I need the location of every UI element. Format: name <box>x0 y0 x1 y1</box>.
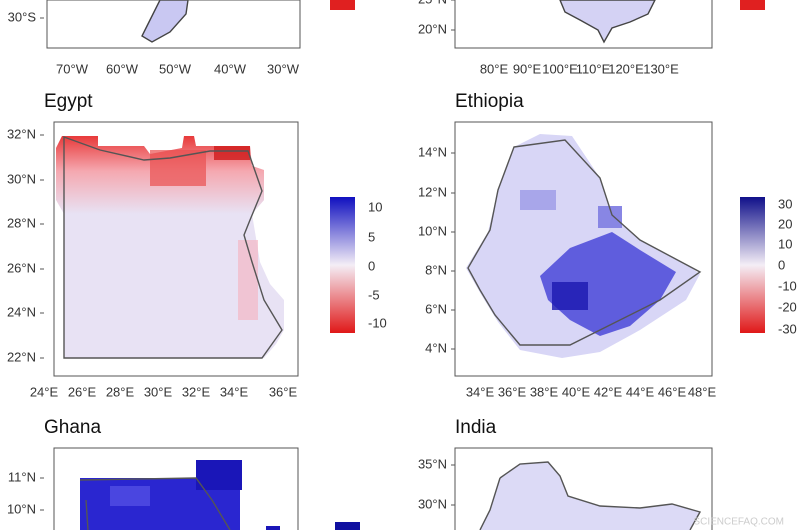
y-tick-label: 32°N <box>7 126 36 141</box>
y-tick-label: 6°N <box>425 301 447 316</box>
colorbar-label: 20 <box>778 216 792 231</box>
map-ghana <box>79 460 280 530</box>
colorbar-egypt <box>330 197 355 333</box>
y-tick-label: 26°N <box>7 260 36 275</box>
panel-frame <box>454 0 713 49</box>
x-tick-label: 26°E <box>68 384 97 399</box>
x-tick-label: 32°E <box>182 384 211 399</box>
colorbar-label: -20 <box>778 299 797 314</box>
colorbar-label: -10 <box>368 315 387 330</box>
y-tick-label: 14°N <box>418 144 447 159</box>
panel-title: Ghana <box>44 417 101 438</box>
x-tick-label: 80°E <box>480 61 509 76</box>
y-tick-label: 28°N <box>7 215 36 230</box>
y-tick-label: 22°N <box>7 349 36 364</box>
y-tick-label: 10°N <box>7 501 36 516</box>
x-tick-label: 90°E <box>513 61 542 76</box>
map-ethiopia <box>466 134 702 358</box>
panel-title: Ethiopia <box>455 91 524 112</box>
colorbar-ghana <box>335 522 360 530</box>
y-tick-label: 10°N <box>418 223 447 238</box>
panel-frame <box>46 0 301 49</box>
y-tick-label: 11°N <box>8 469 36 484</box>
x-tick-label: 44°E <box>626 384 655 399</box>
y-tick-label: 35°N <box>418 456 447 471</box>
panel-frame <box>454 121 713 377</box>
y-tick-label: 30°N <box>418 496 447 511</box>
x-tick-label: 40°W <box>214 61 247 76</box>
x-tick-label: 48°E <box>688 384 717 399</box>
x-tick-label: 100°E <box>542 61 578 76</box>
panel-title: India <box>455 417 497 438</box>
colorbar-label: 10 <box>778 236 792 251</box>
watermark: SCIENCEFAQ.COM <box>693 517 784 528</box>
x-tick-label: 70°W <box>56 61 89 76</box>
panel-title: Egypt <box>44 91 93 112</box>
y-tick-label: 24°N <box>7 304 36 319</box>
y-tick-label: 4°N <box>425 340 447 355</box>
y-tick-label: 12°N <box>418 184 447 199</box>
y-tick-label: 8°N <box>425 262 447 277</box>
x-tick-label: 42°E <box>594 384 623 399</box>
panel-frame <box>53 447 299 530</box>
x-tick-label: 34°E <box>220 384 249 399</box>
y-tick-label: 20°N <box>418 21 447 36</box>
colorbar-top-left <box>330 0 355 10</box>
panel-frame <box>454 447 713 530</box>
colorbar-label: 10 <box>368 199 382 214</box>
colorbar-label: 30 <box>778 196 792 211</box>
map-india <box>479 461 702 530</box>
colorbar-label: -10 <box>778 278 797 293</box>
x-tick-label: 28°E <box>106 384 135 399</box>
colorbar-label: 5 <box>368 229 375 244</box>
colorbar-label: -30 <box>778 321 797 336</box>
x-tick-label: 60°W <box>106 61 139 76</box>
colorbar-label: -5 <box>368 287 380 302</box>
x-tick-label: 110°E <box>576 61 611 76</box>
map-top-right <box>559 0 656 44</box>
x-tick-label: 120°E <box>608 61 644 76</box>
x-tick-label: 130°E <box>643 61 679 76</box>
x-tick-label: 34°E <box>466 384 495 399</box>
colorbar-label: 0 <box>778 257 785 272</box>
x-tick-label: 46°E <box>658 384 687 399</box>
map-egypt <box>56 136 284 359</box>
x-tick-label: 36°E <box>498 384 527 399</box>
y-tick-label: 30°N <box>7 171 36 186</box>
y-tick-label: 30°S <box>8 9 37 24</box>
x-tick-label: 50°W <box>159 61 192 76</box>
x-tick-label: 24°E <box>30 384 59 399</box>
x-tick-label: 30°W <box>267 61 300 76</box>
x-tick-label: 30°E <box>144 384 173 399</box>
colorbar-label: 0 <box>368 258 375 273</box>
x-tick-label: 38°E <box>530 384 559 399</box>
map-top-left <box>141 0 189 43</box>
x-tick-label: 36°E <box>269 384 298 399</box>
colorbar-ethiopia <box>740 197 765 333</box>
panel-frame <box>53 121 299 377</box>
colorbar-top-right <box>740 0 765 10</box>
x-tick-label: 40°E <box>562 384 591 399</box>
y-tick-label: 25°N <box>418 0 447 6</box>
